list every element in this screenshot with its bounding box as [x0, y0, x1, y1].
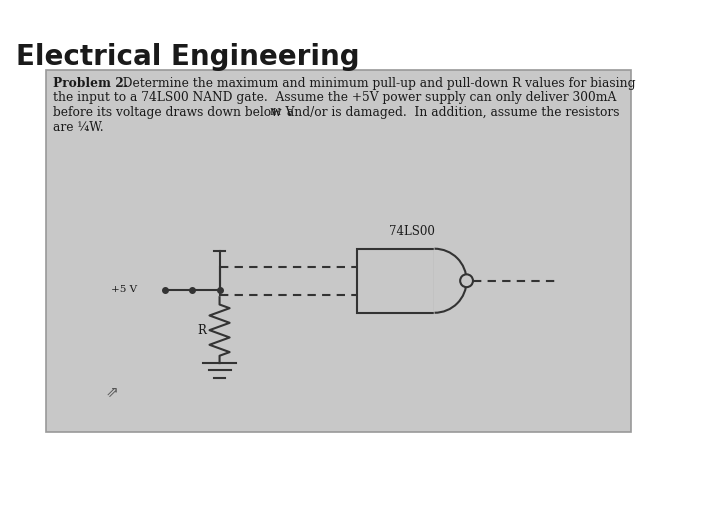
Text: are ¼W.: are ¼W.: [53, 121, 104, 134]
Bar: [357, 249, 435, 313]
Circle shape: [460, 274, 473, 287]
Bar: [46, 70, 631, 432]
Text: and/or is damaged.  In addition, assume the resistors: and/or is damaged. In addition, assume t…: [283, 106, 619, 119]
Text: ⇗: ⇗: [105, 385, 118, 400]
Text: Problem 2.: Problem 2.: [53, 77, 128, 90]
Text: 74LS00: 74LS00: [389, 225, 435, 238]
Text: R: R: [197, 324, 206, 337]
Text: Determine the maximum and minimum pull-up and pull-down R values for biasing: Determine the maximum and minimum pull-u…: [115, 77, 636, 90]
Text: +5 V: +5 V: [111, 285, 138, 294]
Text: the input to a 74LS00 NAND gate.  Assume the +5V power supply can only deliver 3: the input to a 74LS00 NAND gate. Assume …: [53, 91, 616, 104]
Text: Electrical Engineering: Electrical Engineering: [17, 43, 360, 71]
Text: before its voltage draws down below V: before its voltage draws down below V: [53, 106, 294, 119]
Text: IH: IH: [270, 108, 282, 117]
